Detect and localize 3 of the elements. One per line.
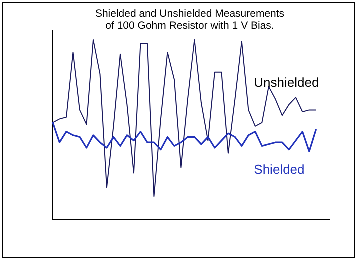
series-label: Unshielded — [254, 74, 320, 90]
chart-title: Shielded and Unshielded Measurements of 100 Gohm Resistor with 1 V Bias. — [95, 8, 285, 32]
series-label: Shielded — [254, 162, 305, 178]
